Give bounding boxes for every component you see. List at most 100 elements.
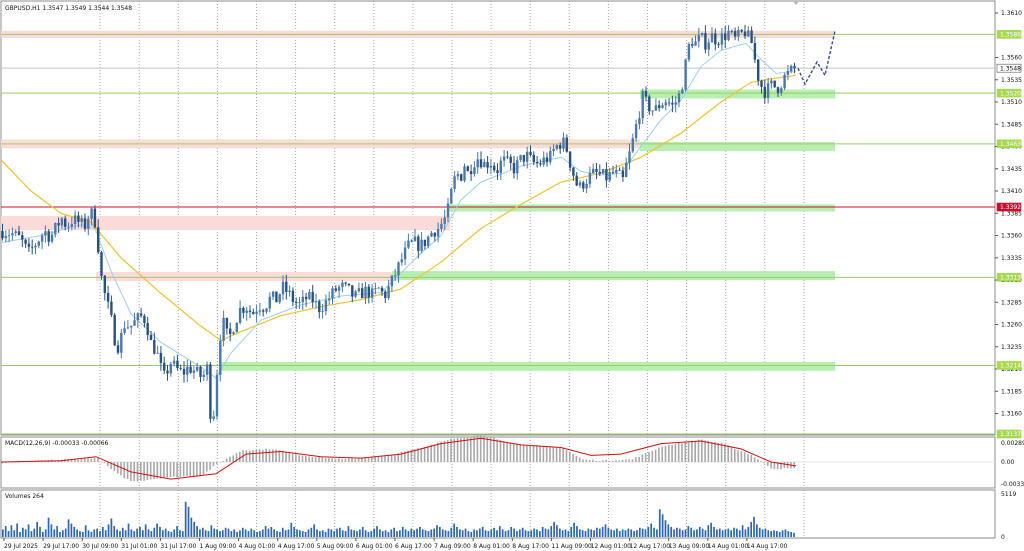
resistance-zone	[96, 272, 400, 281]
volume-bar	[216, 529, 218, 537]
volume-bar	[70, 523, 73, 537]
macd-bar	[344, 458, 347, 462]
candle-body	[146, 322, 149, 335]
macd-bar	[265, 448, 267, 462]
macd-bar	[592, 459, 594, 462]
candle-body	[502, 156, 506, 161]
candle-body	[770, 80, 773, 84]
volume-bar	[430, 529, 433, 537]
candle-body	[747, 30, 750, 37]
macd-bar	[331, 458, 333, 462]
volume-bar	[44, 529, 47, 537]
candle-body	[671, 102, 674, 105]
macd-bar	[107, 462, 109, 467]
candle-body	[410, 240, 413, 242]
volume-pane[interactable]: Volumes 264	[0, 489, 996, 539]
candle-body	[618, 169, 621, 171]
candle-body	[605, 169, 608, 181]
candle-body	[245, 310, 248, 313]
time-tick-label: 6 Aug 01:00	[356, 543, 393, 550]
candle-body	[153, 340, 156, 354]
macd-bar	[262, 449, 264, 462]
macd-bar	[272, 449, 274, 462]
volume-bar	[510, 526, 513, 537]
macd-bar	[776, 462, 779, 469]
volume-bar	[321, 530, 324, 537]
macd-bar	[351, 458, 353, 462]
volume-bar	[716, 529, 718, 537]
candle-body	[222, 317, 225, 341]
support-zone	[640, 89, 835, 99]
volume-bar	[210, 525, 213, 537]
volume-bar	[244, 529, 247, 537]
volume-bar	[450, 527, 453, 537]
volume-bar	[353, 530, 356, 537]
candle-body	[549, 151, 552, 163]
volume-bar	[219, 531, 221, 537]
macd-bar	[196, 462, 198, 476]
candle-body	[24, 239, 27, 244]
macd-bar	[753, 457, 756, 462]
candle-body	[598, 172, 601, 174]
horizontal-levels	[1, 33, 995, 435]
candle-body	[724, 33, 727, 40]
volume-bar	[307, 529, 310, 537]
candle-body	[209, 364, 212, 419]
candle-body	[225, 317, 229, 329]
candlestick-series	[1, 24, 796, 424]
macd-bar	[602, 460, 604, 462]
price-axis[interactable]: 1.36101.35601.35351.35101.34851.34601.34…	[995, 10, 1022, 439]
macd-bar	[384, 455, 386, 462]
chart-shift-marker[interactable]	[793, 1, 799, 5]
volume-bar	[641, 528, 644, 537]
macd-pane[interactable]: MACD(12,26,9) -0.00033 -0.00066	[0, 435, 996, 489]
volume-bar	[253, 530, 256, 537]
volume-bar	[296, 529, 298, 537]
macd-bar	[245, 450, 248, 462]
volume-bar	[498, 526, 501, 537]
volume-bar	[404, 529, 407, 537]
candle-body	[258, 310, 262, 312]
candle-body	[519, 155, 522, 161]
candle-body	[139, 313, 143, 316]
candle-body	[700, 33, 704, 36]
candle-body	[387, 286, 390, 299]
macd-bar	[285, 451, 287, 462]
candle-body	[324, 300, 328, 312]
candle-body	[743, 31, 747, 37]
volume-bar	[127, 523, 130, 537]
volume-bar	[687, 526, 690, 537]
volume-bar	[624, 530, 627, 537]
candle-body	[733, 30, 737, 37]
candle-body	[341, 282, 344, 287]
volume-bar	[747, 526, 750, 537]
macd-bar	[740, 451, 743, 462]
candle-body	[625, 162, 628, 177]
macd-bar	[476, 435, 479, 462]
time-axis[interactable]: 29 Jul 2025 29 Jul 17:00 30 Jul 09:00 31 Ju…	[3, 538, 788, 550]
price-label-box	[996, 273, 1022, 282]
volume-bar	[484, 530, 487, 537]
macd-bar	[486, 436, 489, 462]
volume-bar	[490, 529, 493, 537]
candle-body	[677, 93, 681, 103]
macd-bar	[149, 462, 152, 480]
macd-bar	[671, 445, 673, 462]
candle-body	[364, 286, 367, 299]
candle-body	[311, 291, 314, 303]
candle-body	[268, 296, 271, 309]
candle-body	[40, 235, 44, 242]
volume-bar	[393, 527, 396, 537]
macd-bar	[275, 449, 277, 462]
macd-tick-label: 0.00	[1001, 459, 1015, 466]
volume-bar	[507, 530, 510, 537]
volume-bar	[530, 530, 533, 537]
candle-body	[50, 234, 54, 242]
price-label: 1.3463	[1000, 141, 1021, 148]
candle-body	[582, 182, 585, 189]
candle-body	[694, 41, 697, 46]
candle-body	[664, 102, 667, 106]
macd-tick-label: 0.00289	[1001, 440, 1024, 447]
candle-body	[97, 227, 100, 253]
price-pane[interactable]: GBPUSD,H1 1.3547 1.3549 1.3544 1.3548	[0, 0, 996, 436]
